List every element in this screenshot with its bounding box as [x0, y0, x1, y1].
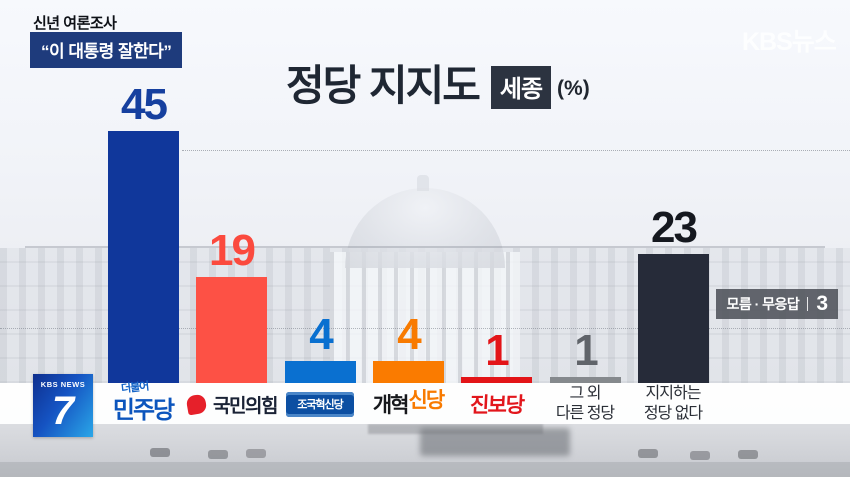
party-label-rebuilding-korea: 조국혁신당	[260, 385, 380, 423]
background-dotted-line-upper	[182, 150, 850, 151]
other-parties-line1: 그 외	[569, 385, 602, 402]
kbs-news7-logo: KBS NEWS 7	[33, 374, 93, 437]
no-party-line2: 정당 없다	[643, 405, 703, 422]
region-badge: 세종	[490, 66, 552, 109]
note-value: 3	[816, 292, 828, 315]
note-divider	[807, 296, 809, 311]
bar-진보당	[461, 377, 532, 383]
street-bottom-strip	[0, 462, 850, 477]
party-label-no-party: 지지하는 정당 없다	[613, 385, 733, 423]
ppp-logo-mark-icon	[185, 392, 208, 416]
bar-국민의힘	[196, 277, 267, 383]
background-dotted-line-lower	[0, 328, 850, 329]
bar-value: 1	[485, 326, 509, 375]
bar-지지하는 정당 없다	[638, 254, 709, 383]
no-party-line1: 지지하는	[645, 385, 702, 402]
party-label-ppp: 국민의힘	[172, 385, 292, 423]
party-label-minjoo: 더불어 민주당	[83, 380, 203, 425]
bar-그 외 다른 정당	[550, 377, 621, 383]
bar-value: 4	[309, 310, 333, 359]
bar-value: 23	[651, 203, 698, 252]
minjoo-logo-script: 더불어	[120, 380, 149, 395]
bar-value: 4	[397, 310, 421, 359]
party-label-other-parties: 그 외 다른 정당	[525, 385, 645, 423]
rebuilding-korea-logo-text: 조국혁신당	[297, 399, 344, 411]
assembly-roofline	[25, 246, 825, 248]
assembly-colonnade	[330, 252, 520, 383]
jinbo-logo-text: 진보당	[469, 394, 525, 417]
reform-logo-text-orange: 신당	[408, 389, 446, 412]
category-label-strip	[0, 383, 850, 424]
party-label-reform: 개혁 신당	[348, 385, 468, 423]
building-canopy-shadow	[368, 424, 543, 434]
other-parties-line2: 다른 정당	[555, 405, 615, 422]
bar-value: 19	[209, 226, 256, 275]
channel-7-logo-text: 7	[51, 389, 75, 433]
other-parties-text: 그 외 다른 정당	[555, 384, 615, 424]
bar-value: 45	[121, 80, 168, 129]
assembly-dome-finial	[417, 175, 429, 191]
rebuilding-korea-logo: 조국혁신당	[286, 391, 354, 417]
reform-logo-text-black: 개혁	[372, 394, 410, 417]
building-entrance-shadow	[420, 428, 570, 456]
bar-value: 1	[574, 326, 598, 375]
poll-quote-badge: “이 대통령 잘한다”	[30, 32, 183, 68]
street-area	[0, 424, 850, 477]
ppp-logo: 국민의힘	[185, 391, 278, 418]
dont-know-no-answer-box: 모름 · 무응답 3	[716, 289, 838, 319]
kbs-watermark: KBS뉴스	[742, 28, 837, 56]
minjoo-logo-text: 민주당	[112, 396, 175, 424]
bar-개혁신당	[373, 361, 444, 383]
bar-더불어민주당	[108, 131, 179, 383]
kbs-news-logo-text: KBS NEWS	[40, 380, 86, 389]
minjoo-logo: 더불어 민주당	[112, 380, 175, 425]
chart-title: 정당 지지도	[286, 62, 481, 109]
bar-조국혁신당	[285, 361, 356, 383]
note-label: 모름 · 무응답	[726, 295, 800, 312]
parked-cars	[150, 448, 170, 457]
poll-eyebrow-text: 신년 여론조사	[33, 15, 117, 32]
chart-title-row: 정당 지지도 세종 (%)	[286, 52, 590, 113]
reform-logo: 개혁 신당	[372, 389, 445, 419]
unit-label: (%)	[557, 76, 590, 100]
ppp-logo-text: 국민의힘	[213, 395, 278, 417]
no-party-text: 지지하는 정당 없다	[643, 384, 703, 424]
